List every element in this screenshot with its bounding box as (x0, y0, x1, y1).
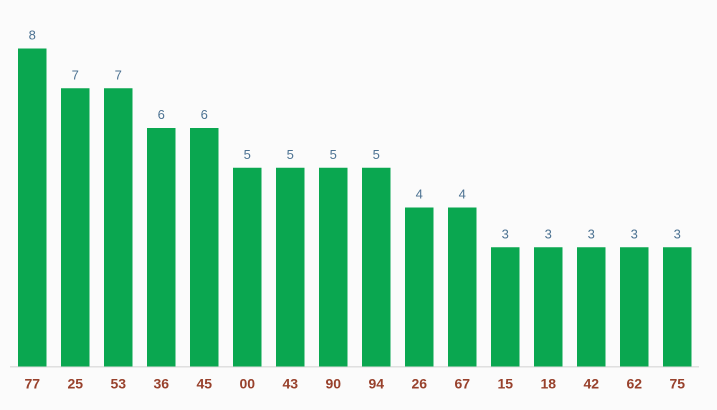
svg-text:53: 53 (110, 376, 126, 392)
svg-text:00: 00 (239, 376, 255, 392)
svg-text:62: 62 (626, 376, 642, 392)
svg-text:90: 90 (325, 376, 341, 392)
svg-text:75: 75 (669, 376, 685, 392)
svg-text:43: 43 (282, 376, 298, 392)
svg-text:6: 6 (158, 107, 165, 122)
svg-text:8: 8 (29, 28, 36, 43)
svg-text:3: 3 (631, 226, 638, 241)
svg-text:3: 3 (588, 226, 595, 241)
svg-text:6: 6 (201, 107, 208, 122)
svg-text:3: 3 (674, 226, 681, 241)
svg-text:45: 45 (196, 376, 212, 392)
svg-text:18: 18 (540, 376, 556, 392)
svg-text:77: 77 (24, 376, 40, 392)
svg-text:26: 26 (411, 376, 427, 392)
svg-text:25: 25 (67, 376, 83, 392)
svg-text:15: 15 (497, 376, 513, 392)
svg-text:7: 7 (115, 67, 122, 82)
svg-text:3: 3 (502, 226, 509, 241)
svg-text:5: 5 (373, 147, 380, 162)
svg-text:3: 3 (545, 226, 552, 241)
svg-text:94: 94 (368, 376, 384, 392)
svg-text:36: 36 (153, 376, 169, 392)
svg-text:4: 4 (416, 187, 423, 202)
svg-text:5: 5 (244, 147, 251, 162)
svg-text:4: 4 (459, 187, 466, 202)
svg-text:5: 5 (330, 147, 337, 162)
svg-text:42: 42 (583, 376, 599, 392)
svg-text:7: 7 (72, 67, 79, 82)
svg-text:5: 5 (287, 147, 294, 162)
svg-text:67: 67 (454, 376, 470, 392)
